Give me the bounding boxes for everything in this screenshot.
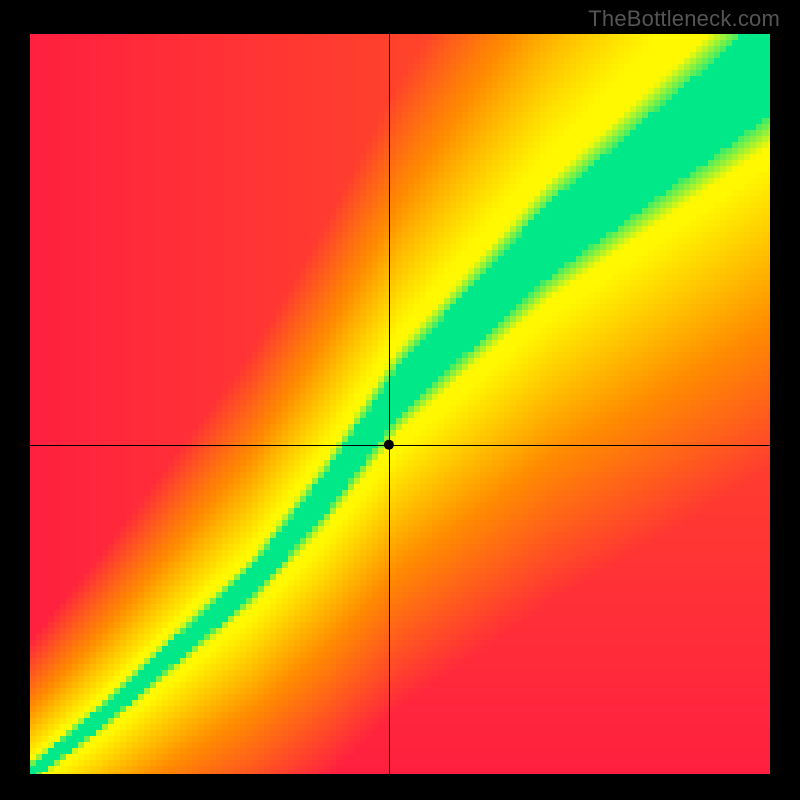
heatmap-frame	[30, 34, 770, 774]
chart-container: TheBottleneck.com	[0, 0, 800, 800]
bottleneck-heatmap	[30, 34, 770, 774]
watermark-text: TheBottleneck.com	[588, 6, 780, 32]
